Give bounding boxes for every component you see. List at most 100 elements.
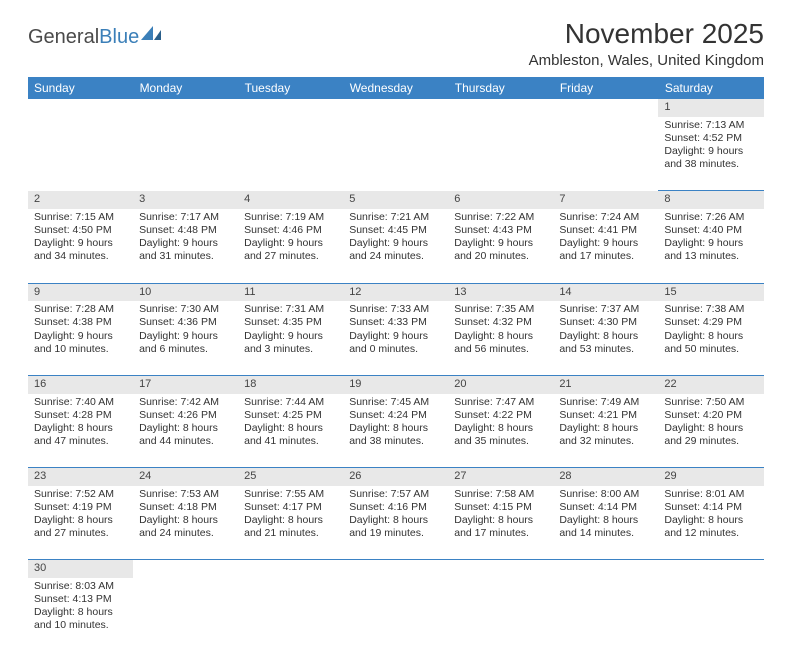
day-number-cell: 13 (448, 283, 553, 301)
daylight-text: and 35 minutes. (454, 435, 547, 448)
day-number-cell: 24 (133, 468, 238, 486)
day-number-cell: 29 (658, 468, 763, 486)
day-number-cell (238, 99, 343, 117)
daylight-text: Daylight: 9 hours (244, 237, 337, 250)
calendar-table: Sunday Monday Tuesday Wednesday Thursday… (28, 77, 764, 652)
weekday-header: Wednesday (343, 77, 448, 99)
daylight-text: Daylight: 8 hours (34, 606, 127, 619)
day-cell: Sunrise: 7:35 AMSunset: 4:32 PMDaylight:… (448, 301, 553, 375)
day-cell (553, 117, 658, 191)
day-number-cell: 14 (553, 283, 658, 301)
sunrise-text: Sunrise: 7:19 AM (244, 211, 337, 224)
daylight-text: and 38 minutes. (664, 158, 757, 171)
day-cell: Sunrise: 7:37 AMSunset: 4:30 PMDaylight:… (553, 301, 658, 375)
weekday-header: Tuesday (238, 77, 343, 99)
daylight-text: and 27 minutes. (244, 250, 337, 263)
day-content: Sunrise: 7:31 AMSunset: 4:35 PMDaylight:… (238, 301, 343, 360)
sunset-text: Sunset: 4:52 PM (664, 132, 757, 145)
sunset-text: Sunset: 4:20 PM (664, 409, 757, 422)
daylight-text: and 13 minutes. (664, 250, 757, 263)
daylight-text: and 34 minutes. (34, 250, 127, 263)
sunrise-text: Sunrise: 7:45 AM (349, 396, 442, 409)
daylight-text: and 32 minutes. (559, 435, 652, 448)
sunrise-text: Sunrise: 7:37 AM (559, 303, 652, 316)
day-cell (448, 117, 553, 191)
day-cell: Sunrise: 7:17 AMSunset: 4:48 PMDaylight:… (133, 209, 238, 283)
day-cell: Sunrise: 7:52 AMSunset: 4:19 PMDaylight:… (28, 486, 133, 560)
weekday-header: Monday (133, 77, 238, 99)
daylight-text: and 12 minutes. (664, 527, 757, 540)
day-content: Sunrise: 7:42 AMSunset: 4:26 PMDaylight:… (133, 394, 238, 453)
day-content: Sunrise: 7:40 AMSunset: 4:28 PMDaylight:… (28, 394, 133, 453)
daylight-text: Daylight: 8 hours (139, 514, 232, 527)
sunset-text: Sunset: 4:17 PM (244, 501, 337, 514)
day-number-cell: 26 (343, 468, 448, 486)
day-content: Sunrise: 7:17 AMSunset: 4:48 PMDaylight:… (133, 209, 238, 268)
day-content: Sunrise: 7:35 AMSunset: 4:32 PMDaylight:… (448, 301, 553, 360)
day-number-row: 9101112131415 (28, 283, 764, 301)
logo-text-1: General (28, 26, 99, 49)
day-cell (343, 578, 448, 652)
daylight-text: and 29 minutes. (664, 435, 757, 448)
day-cell: Sunrise: 7:33 AMSunset: 4:33 PMDaylight:… (343, 301, 448, 375)
sunset-text: Sunset: 4:35 PM (244, 316, 337, 329)
sunrise-text: Sunrise: 7:42 AM (139, 396, 232, 409)
day-cell: Sunrise: 7:21 AMSunset: 4:45 PMDaylight:… (343, 209, 448, 283)
day-cell: Sunrise: 7:28 AMSunset: 4:38 PMDaylight:… (28, 301, 133, 375)
daylight-text: Daylight: 8 hours (349, 422, 442, 435)
day-number-cell (133, 560, 238, 578)
sunrise-text: Sunrise: 7:30 AM (139, 303, 232, 316)
title-block: November 2025 Ambleston, Wales, United K… (529, 18, 764, 69)
day-cell: Sunrise: 7:49 AMSunset: 4:21 PMDaylight:… (553, 394, 658, 468)
sunrise-text: Sunrise: 7:52 AM (34, 488, 127, 501)
day-number-cell: 7 (553, 191, 658, 209)
day-cell (238, 578, 343, 652)
day-cell: Sunrise: 7:19 AMSunset: 4:46 PMDaylight:… (238, 209, 343, 283)
sunrise-text: Sunrise: 8:03 AM (34, 580, 127, 593)
sunrise-text: Sunrise: 7:17 AM (139, 211, 232, 224)
day-cell: Sunrise: 8:01 AMSunset: 4:14 PMDaylight:… (658, 486, 763, 560)
daylight-text: Daylight: 8 hours (244, 422, 337, 435)
day-number-row: 23242526272829 (28, 468, 764, 486)
daylight-text: Daylight: 9 hours (454, 237, 547, 250)
daylight-text: Daylight: 8 hours (454, 514, 547, 527)
weekday-header: Friday (553, 77, 658, 99)
daylight-text: Daylight: 9 hours (34, 237, 127, 250)
day-number-cell: 25 (238, 468, 343, 486)
sunset-text: Sunset: 4:22 PM (454, 409, 547, 422)
day-cell: Sunrise: 7:57 AMSunset: 4:16 PMDaylight:… (343, 486, 448, 560)
day-number-row: 16171819202122 (28, 375, 764, 393)
daylight-text: and 0 minutes. (349, 343, 442, 356)
logo-text-2: Blue (99, 26, 139, 49)
daylight-text: and 10 minutes. (34, 343, 127, 356)
location: Ambleston, Wales, United Kingdom (529, 52, 764, 69)
day-number-row: 2345678 (28, 191, 764, 209)
day-content: Sunrise: 8:03 AMSunset: 4:13 PMDaylight:… (28, 578, 133, 637)
day-cell: Sunrise: 7:53 AMSunset: 4:18 PMDaylight:… (133, 486, 238, 560)
sunset-text: Sunset: 4:32 PM (454, 316, 547, 329)
daylight-text: Daylight: 8 hours (139, 422, 232, 435)
day-number-cell (448, 560, 553, 578)
sunrise-text: Sunrise: 7:35 AM (454, 303, 547, 316)
day-content: Sunrise: 7:45 AMSunset: 4:24 PMDaylight:… (343, 394, 448, 453)
sunset-text: Sunset: 4:30 PM (559, 316, 652, 329)
day-number-row: 1 (28, 99, 764, 117)
day-content: Sunrise: 7:26 AMSunset: 4:40 PMDaylight:… (658, 209, 763, 268)
weekday-header: Thursday (448, 77, 553, 99)
day-content: Sunrise: 7:47 AMSunset: 4:22 PMDaylight:… (448, 394, 553, 453)
day-cell: Sunrise: 7:15 AMSunset: 4:50 PMDaylight:… (28, 209, 133, 283)
sunset-text: Sunset: 4:21 PM (559, 409, 652, 422)
sunrise-text: Sunrise: 8:00 AM (559, 488, 652, 501)
sunset-text: Sunset: 4:50 PM (34, 224, 127, 237)
day-number-cell (28, 99, 133, 117)
sunset-text: Sunset: 4:13 PM (34, 593, 127, 606)
week-row: Sunrise: 7:28 AMSunset: 4:38 PMDaylight:… (28, 301, 764, 375)
day-number-cell: 2 (28, 191, 133, 209)
daylight-text: and 6 minutes. (139, 343, 232, 356)
daylight-text: Daylight: 8 hours (664, 514, 757, 527)
day-number-cell (343, 560, 448, 578)
day-content: Sunrise: 7:37 AMSunset: 4:30 PMDaylight:… (553, 301, 658, 360)
sunrise-text: Sunrise: 7:22 AM (454, 211, 547, 224)
day-number-row: 30 (28, 560, 764, 578)
daylight-text: and 53 minutes. (559, 343, 652, 356)
